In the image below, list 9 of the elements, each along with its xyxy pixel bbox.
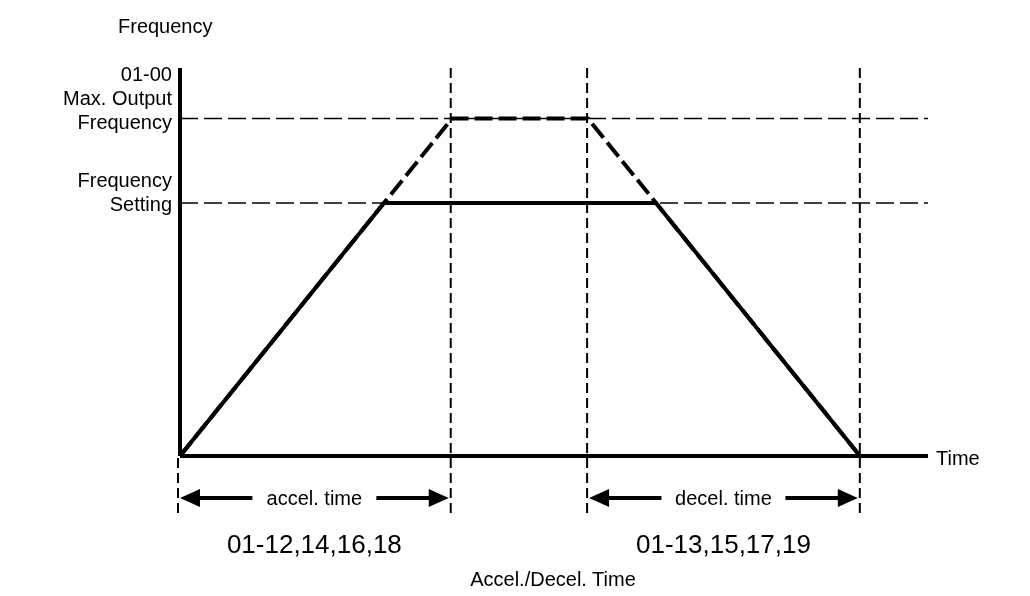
text: 01-12,14,16,18 xyxy=(226,529,402,559)
text: Accel./Decel. Time xyxy=(470,568,636,590)
ref-line-label: 01-00 Max. Output Frequency xyxy=(63,62,173,133)
text: accel. time xyxy=(266,487,363,509)
y-axis-title: Frequency xyxy=(118,15,213,37)
x-axis-title: Time xyxy=(936,447,980,469)
text: 01-13,15,17,19 xyxy=(635,529,811,559)
ref-line-label: Frequency Setting xyxy=(77,168,172,215)
text: decel. time xyxy=(675,487,772,509)
